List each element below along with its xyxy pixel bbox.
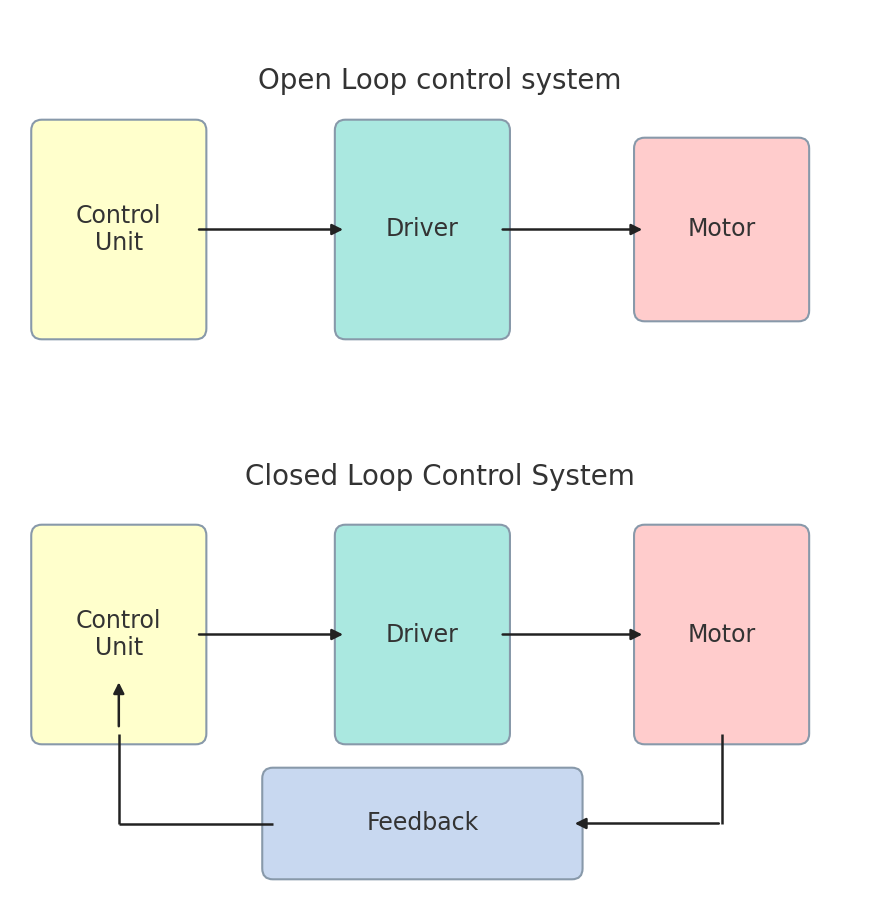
- FancyBboxPatch shape: [262, 768, 583, 879]
- Text: Feedback: Feedback: [366, 812, 479, 835]
- Text: Closed Loop Control System: Closed Loop Control System: [245, 463, 635, 491]
- Text: Motor: Motor: [687, 218, 756, 241]
- Text: Control
Unit: Control Unit: [76, 203, 162, 256]
- FancyBboxPatch shape: [32, 525, 206, 744]
- FancyBboxPatch shape: [634, 525, 809, 744]
- FancyBboxPatch shape: [634, 138, 809, 321]
- Text: Driver: Driver: [386, 623, 458, 646]
- Text: Open Loop control system: Open Loop control system: [258, 67, 622, 95]
- FancyBboxPatch shape: [334, 120, 510, 339]
- FancyBboxPatch shape: [334, 525, 510, 744]
- Text: Control
Unit: Control Unit: [76, 608, 162, 661]
- Text: Driver: Driver: [386, 218, 458, 241]
- FancyBboxPatch shape: [32, 120, 206, 339]
- Text: Motor: Motor: [687, 623, 756, 646]
